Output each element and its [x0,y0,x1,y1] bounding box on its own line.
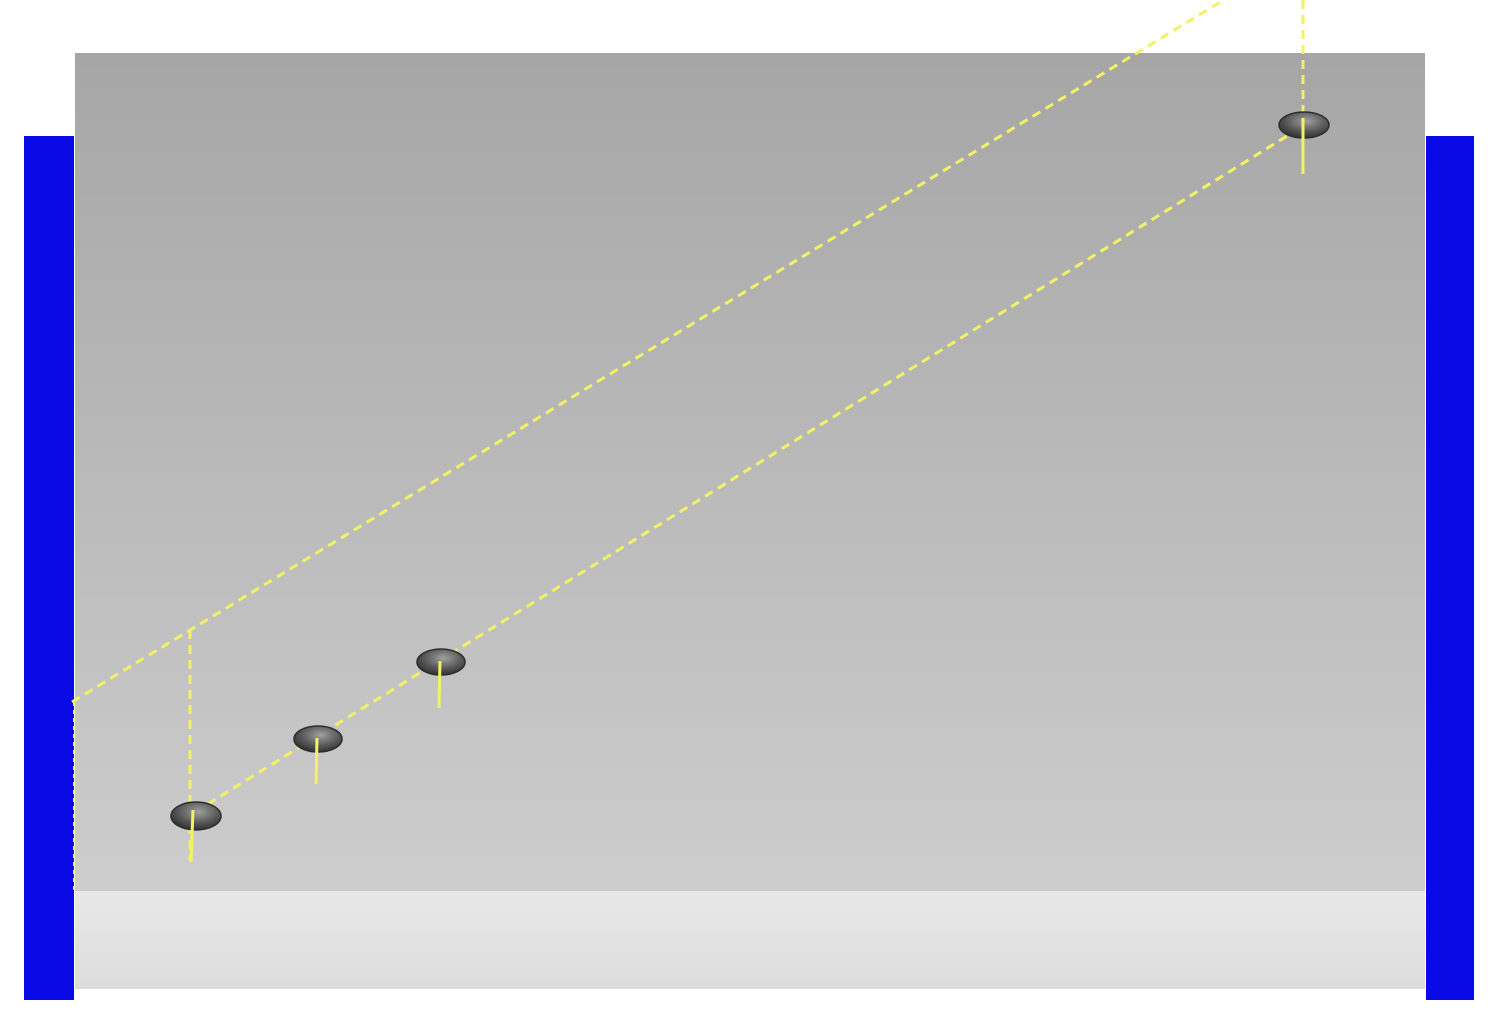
workpiece-top-surface [75,53,1425,891]
hole-1-ellipse [170,801,222,831]
drill-hole-2[interactable] [293,725,343,785]
hole-2-tool-marker [314,737,319,785]
workpiece-front-face [75,891,1425,989]
cut-path-line [194,126,1301,814]
drill-hole-1[interactable] [170,801,222,863]
hole-1-tool-marker [189,809,195,863]
hole-3-tool-marker [437,660,442,709]
toolpath [71,0,1305,890]
drill-hole-3[interactable] [416,648,466,709]
left-clamp [24,136,74,1000]
rapid-move-line [71,0,1227,704]
drill-hole-4[interactable] [1278,111,1330,172]
right-clamp [1426,136,1474,1000]
